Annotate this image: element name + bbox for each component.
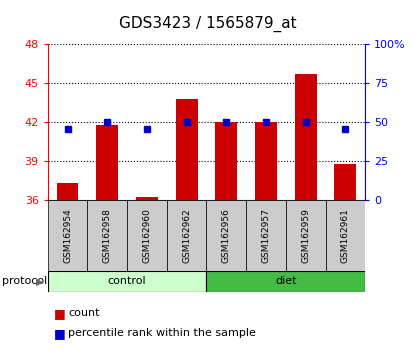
Bar — [207, 271, 365, 292]
Text: count: count — [68, 308, 100, 318]
Bar — [127, 200, 167, 271]
Bar — [215, 122, 237, 200]
Text: GSM162958: GSM162958 — [103, 208, 112, 263]
Text: GSM162957: GSM162957 — [261, 208, 271, 263]
Text: protocol: protocol — [2, 276, 47, 286]
Bar — [167, 200, 207, 271]
Text: GSM162962: GSM162962 — [182, 208, 191, 263]
Bar — [57, 183, 78, 200]
Text: GSM162959: GSM162959 — [301, 208, 310, 263]
Bar — [246, 200, 286, 271]
Bar — [88, 200, 127, 271]
Bar — [48, 200, 88, 271]
Bar — [334, 164, 356, 200]
Bar — [255, 122, 277, 200]
Text: GSM162960: GSM162960 — [142, 208, 151, 263]
Text: percentile rank within the sample: percentile rank within the sample — [68, 329, 256, 338]
Bar — [96, 125, 118, 200]
Text: GDS3423 / 1565879_at: GDS3423 / 1565879_at — [119, 16, 296, 32]
Bar — [136, 198, 158, 200]
Bar — [48, 271, 207, 292]
Text: GSM162961: GSM162961 — [341, 208, 350, 263]
Bar — [176, 99, 198, 200]
Bar — [325, 200, 365, 271]
Text: ▶: ▶ — [36, 276, 44, 286]
Text: GSM162954: GSM162954 — [63, 208, 72, 263]
Text: ■: ■ — [54, 327, 66, 340]
Text: diet: diet — [275, 276, 297, 286]
Bar — [295, 74, 317, 200]
Text: control: control — [108, 276, 146, 286]
Bar — [207, 200, 246, 271]
Bar — [286, 200, 325, 271]
Text: GSM162956: GSM162956 — [222, 208, 231, 263]
Text: ■: ■ — [54, 307, 66, 320]
